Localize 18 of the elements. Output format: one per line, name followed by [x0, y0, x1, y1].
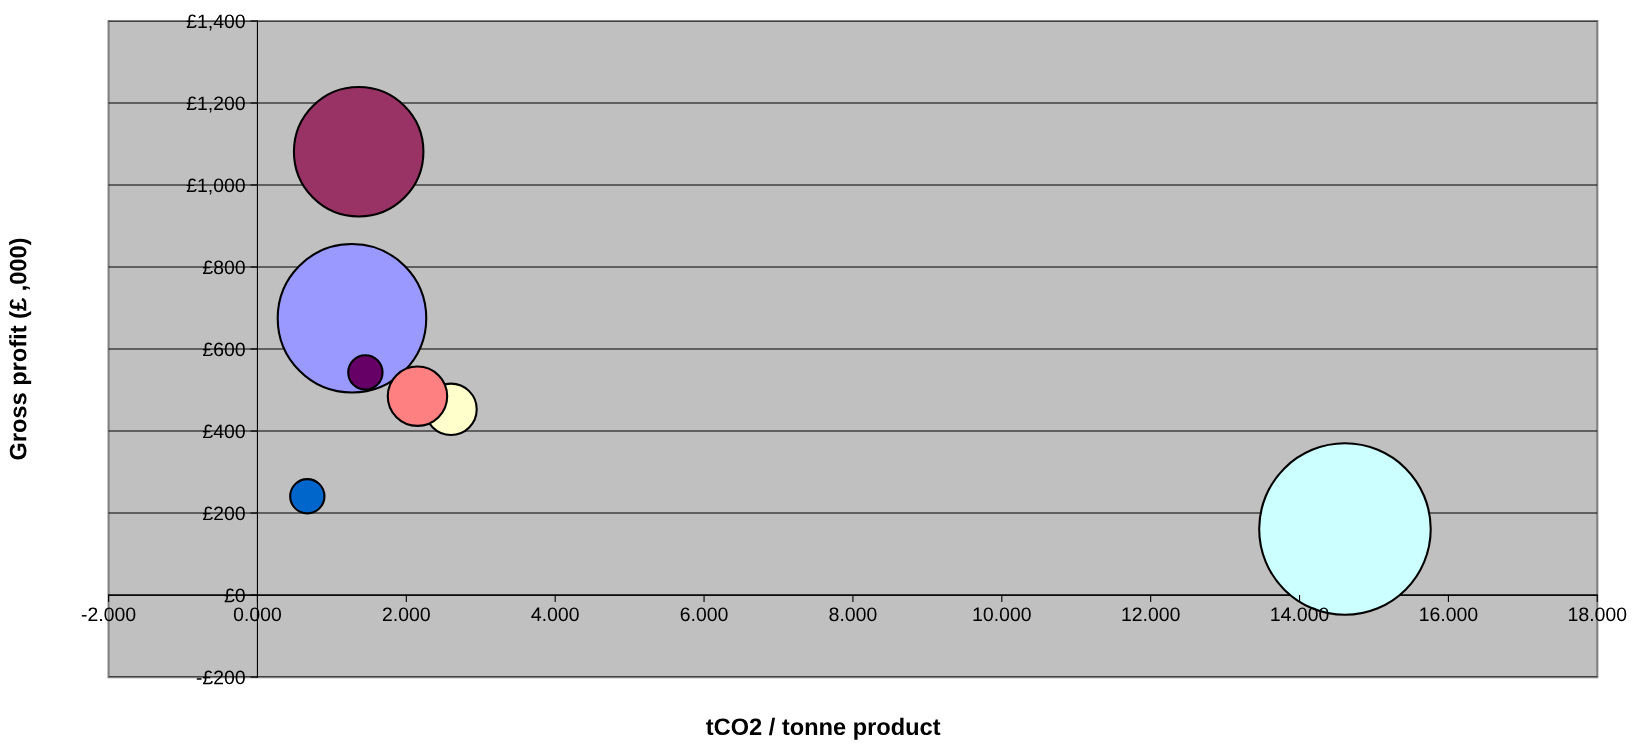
y-tick-label: £800 — [202, 260, 245, 275]
y-tick-label: £400 — [202, 424, 245, 439]
x-tick-label: 16.000 — [1420, 607, 1478, 622]
x-tick-label: 6.000 — [680, 607, 728, 622]
x-tick-label: 2.000 — [382, 607, 430, 622]
y-tick-label: £200 — [202, 506, 245, 521]
x-axis-title: tCO2 / tonne product — [706, 717, 941, 740]
x-tick-label: 8.000 — [829, 607, 877, 622]
x-tick-label: 14.000 — [1271, 607, 1329, 622]
y-tick-label: £1,200 — [186, 96, 245, 113]
x-tick-label: 12.000 — [1122, 607, 1180, 622]
y-tick-label: £600 — [202, 342, 245, 357]
x-tick-label: 4.000 — [531, 607, 579, 622]
x-tick-label: 10.000 — [973, 607, 1031, 622]
x-tick-label: 18.000 — [1569, 607, 1627, 622]
y-axis-title: Gross profit (£ ,000) — [9, 238, 32, 460]
x-tick-label: -2.000 — [81, 607, 136, 622]
y-tick-label: £1,000 — [186, 178, 245, 195]
